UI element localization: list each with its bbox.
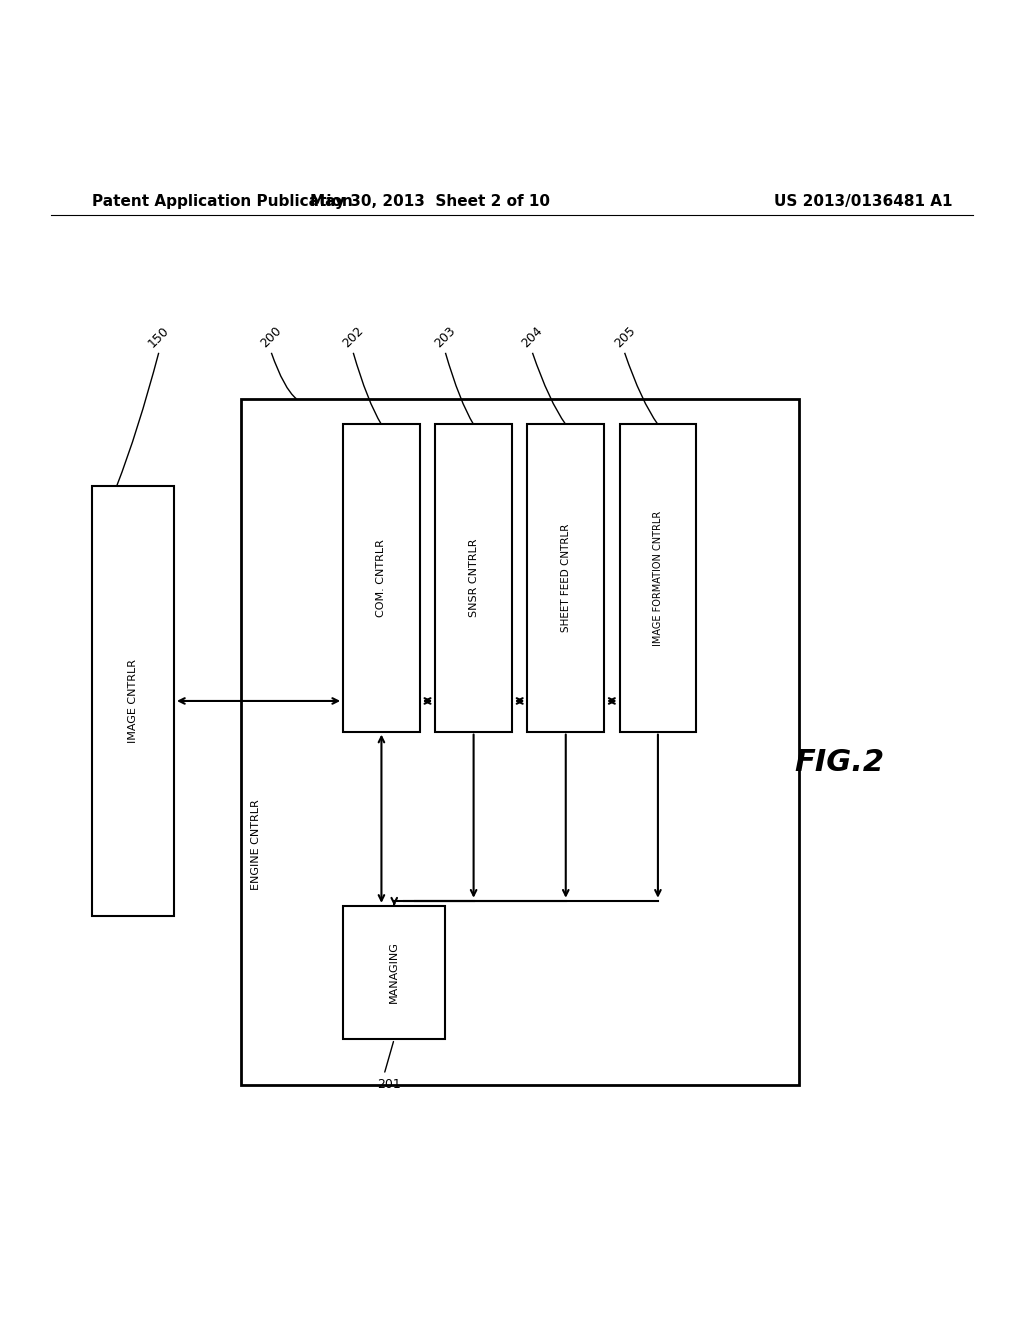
Bar — [92, 486, 174, 916]
Text: 204: 204 — [519, 325, 546, 350]
Text: IMAGE FORMATION CNTRLR: IMAGE FORMATION CNTRLR — [653, 511, 663, 645]
Text: 201: 201 — [377, 1078, 401, 1092]
Text: COM. CNTRLR: COM. CNTRLR — [377, 539, 386, 616]
Bar — [435, 425, 512, 731]
Bar — [241, 399, 799, 1085]
Text: FIG.2: FIG.2 — [795, 748, 885, 777]
Bar — [343, 425, 420, 731]
Bar — [343, 906, 445, 1039]
Text: MANAGING: MANAGING — [389, 941, 399, 1003]
Text: Patent Application Publication: Patent Application Publication — [92, 194, 353, 209]
Text: 205: 205 — [611, 325, 638, 351]
Text: US 2013/0136481 A1: US 2013/0136481 A1 — [774, 194, 952, 209]
Text: SHEET FEED CNTRLR: SHEET FEED CNTRLR — [561, 524, 570, 632]
Text: ENGINE CNTRLR: ENGINE CNTRLR — [251, 800, 261, 890]
Bar — [527, 425, 604, 731]
Bar — [620, 425, 696, 731]
Text: 150: 150 — [145, 325, 172, 351]
Text: 200: 200 — [258, 325, 285, 351]
Text: May 30, 2013  Sheet 2 of 10: May 30, 2013 Sheet 2 of 10 — [310, 194, 550, 209]
Text: 202: 202 — [340, 325, 367, 350]
Text: IMAGE CNTRLR: IMAGE CNTRLR — [128, 659, 138, 743]
Text: SNSR CNTRLR: SNSR CNTRLR — [469, 539, 478, 618]
Text: 203: 203 — [432, 325, 459, 350]
